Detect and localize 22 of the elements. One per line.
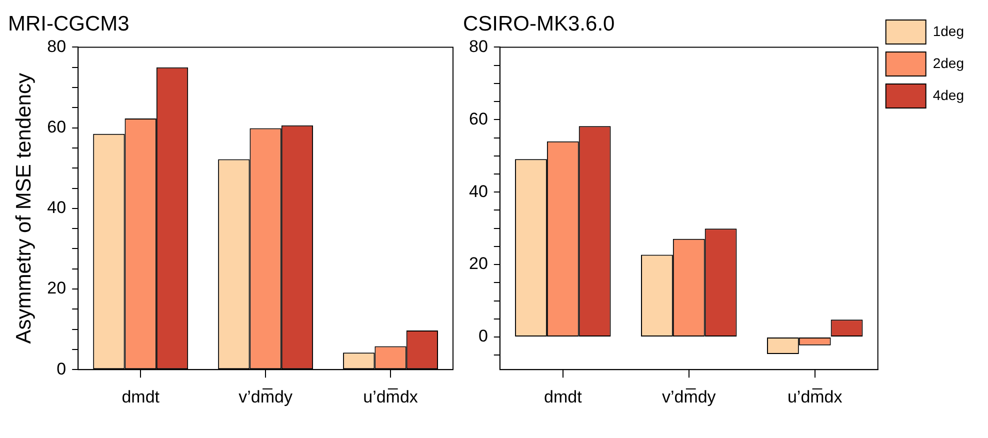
y-tick-label: 80 (47, 36, 66, 56)
y-tick-label: 0 (478, 326, 488, 346)
y-tick-label: 60 (468, 109, 488, 128)
y-axis-title: Asymmetry of MSE tendency (12, 72, 36, 344)
y-tick-label: 20 (47, 278, 66, 298)
x-tick-label: u’dm̅dx (787, 387, 843, 406)
x-tick-label: dmdt (122, 387, 160, 406)
legend-label: 2deg (932, 54, 964, 71)
x-tick-label: u’dm̅dx (363, 387, 418, 406)
chart-title: MRI-CGCM3 (8, 12, 130, 36)
y-tick-label: 60 (47, 117, 66, 136)
y-tick-label: 40 (468, 182, 488, 201)
x-tick-label: dmdt (544, 387, 582, 406)
x-tick-label: v’dm̅dy (238, 387, 293, 406)
y-tick-label: 20 (468, 254, 488, 274)
y-tick-label: 40 (47, 198, 66, 218)
x-tick-label: v’dm̅dy (662, 387, 716, 406)
chart-title: CSIRO-MK3.6.0 (463, 12, 615, 36)
legend-label: 4deg (932, 86, 964, 103)
y-tick-label: 0 (56, 359, 66, 378)
y-tick-label: 80 (468, 36, 488, 56)
legend-label: 1deg (932, 22, 964, 39)
